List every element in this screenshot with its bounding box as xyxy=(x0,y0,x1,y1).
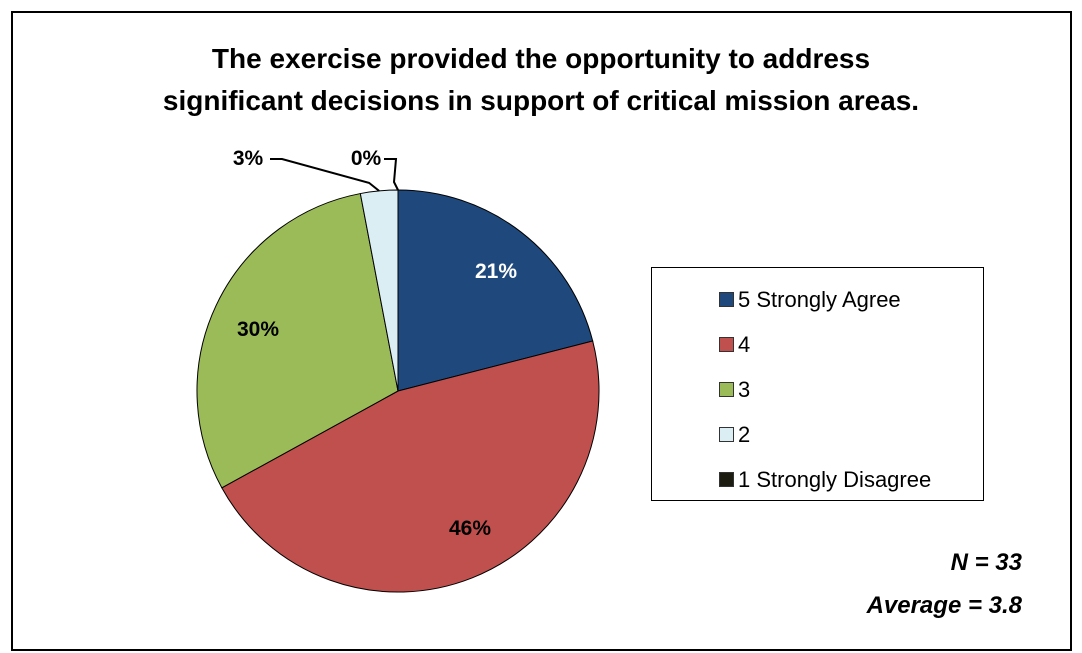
legend-label-2: 2 xyxy=(738,421,751,447)
slice-label-5: 21% xyxy=(475,260,517,283)
legend-item-3: 3 xyxy=(652,367,983,412)
chart-title: The exercise provided the opportunity to… xyxy=(0,38,1082,122)
slice-label-3: 30% xyxy=(237,318,279,341)
chart-legend: 5 Strongly Agree 4 3 2 1 Strongly Disagr… xyxy=(651,267,984,501)
legend-item-2: 2 xyxy=(652,412,983,457)
legend-label-3: 3 xyxy=(738,376,751,402)
slice-label-4: 46% xyxy=(449,517,491,540)
average-annotation: Average = 3.8 xyxy=(866,592,1022,619)
pie-slice-4 xyxy=(221,340,600,593)
chart-title-line-2: significant decisions in support of crit… xyxy=(162,85,920,116)
chart-title-line-1: The exercise provided the opportunity to… xyxy=(211,43,871,74)
legend-item-5: 5 Strongly Agree xyxy=(652,277,983,322)
legend-item-1: 1 Strongly Disagree xyxy=(652,457,983,502)
legend-swatch-5 xyxy=(719,292,734,307)
pie-slice-3 xyxy=(196,192,399,489)
leader-line-2 xyxy=(270,158,380,192)
legend-swatch-4 xyxy=(719,337,734,352)
leader-line-1 xyxy=(384,158,399,191)
slice-label-2: 3% xyxy=(233,147,264,170)
slice-label-1: 0% xyxy=(351,147,382,170)
sample-size-annotation: N = 33 xyxy=(950,549,1022,576)
legend-item-4: 4 xyxy=(652,322,983,367)
legend-swatch-2 xyxy=(719,427,734,442)
legend-label-4: 4 xyxy=(738,331,751,357)
legend-label-5: 5 Strongly Agree xyxy=(738,286,901,312)
legend-swatch-3 xyxy=(719,382,734,397)
pie-slice-5 xyxy=(397,189,594,392)
legend-swatch-1 xyxy=(719,472,734,487)
legend-label-1: 1 Strongly Disagree xyxy=(738,466,932,492)
